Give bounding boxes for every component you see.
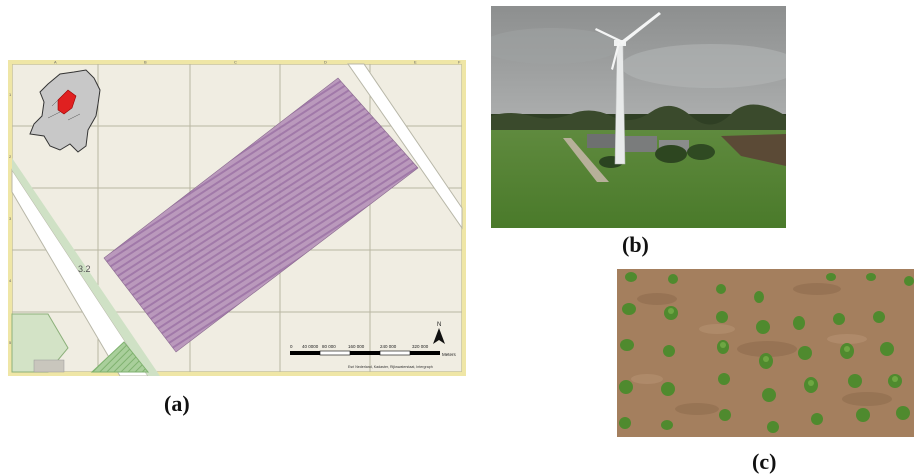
grid-row-2: 2 (9, 154, 12, 159)
crop-row-7 (873, 311, 910, 420)
grid-col-f: F (458, 60, 461, 65)
turbine-scene (491, 6, 786, 228)
grid-row-5: 5 (9, 340, 12, 345)
caption-c: (c) (752, 449, 777, 474)
grid-col-e: E (414, 60, 417, 65)
grid-row-4: 4 (9, 278, 12, 283)
map-canvas: 3.2 0 40 0000 80 000 160 000 240 000 320… (8, 60, 466, 376)
grid-col-c: C (234, 60, 237, 65)
caption-b: (b) (622, 232, 649, 257)
scale-bar: 0 40 0000 80 000 160 000 240 000 320 000… (290, 344, 457, 357)
scale-tick-4: 240 000 (380, 344, 397, 349)
scale-unit: Meters (442, 352, 457, 357)
grid-col-b: B (144, 60, 147, 65)
grid-col-d: D (324, 60, 327, 65)
grid-col-a: A (54, 60, 57, 65)
orthophoto-map: 3.2 0 40 0000 80 000 160 000 240 000 320… (8, 60, 466, 376)
north-arrow-icon: N (433, 322, 445, 344)
scale-tick-3: 160 000 (348, 344, 365, 349)
crop-row-8 (826, 273, 914, 286)
scale-tick-5: 320 000 (412, 344, 429, 349)
grid-row-1: 1 (9, 92, 12, 97)
map-credit: Esri Nederland, Kadaster, Rijkswaterstaa… (348, 365, 433, 369)
wind-turbine-photo (491, 6, 786, 228)
orthophoto-field (104, 78, 418, 352)
road-label: 3.2 (78, 264, 91, 274)
north-label: N (437, 322, 441, 328)
crop-scene (617, 269, 914, 437)
caption-a: (a) (164, 391, 190, 416)
crop-row-1 (619, 272, 637, 429)
grid-row-3: 3 (9, 216, 12, 221)
scale-tick-1: 40 0000 (302, 344, 319, 349)
scale-tick-0: 0 (290, 344, 293, 349)
netherlands-inset-map (29, 69, 101, 153)
scale-tick-2: 80 000 (322, 344, 336, 349)
crop-rows-photo (617, 269, 914, 437)
